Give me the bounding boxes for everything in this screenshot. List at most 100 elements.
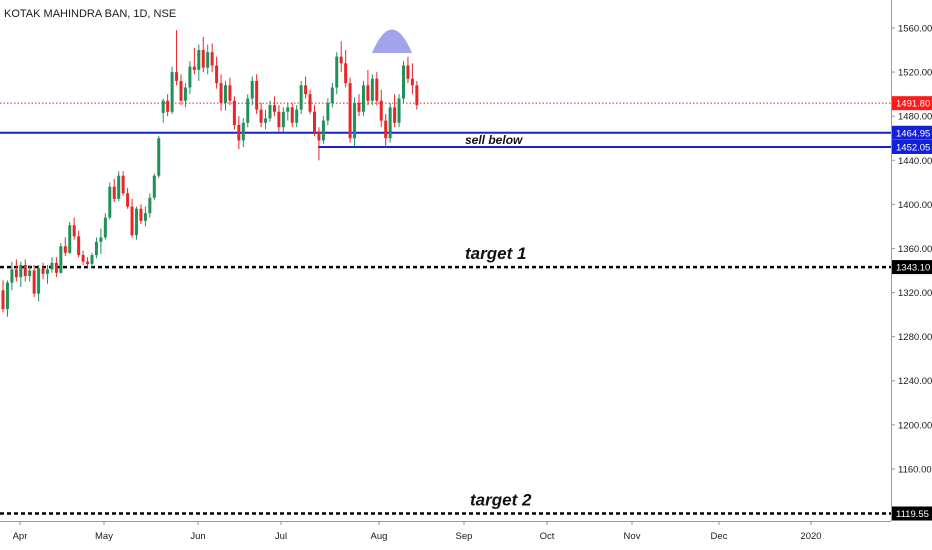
candle[interactable]	[308, 89, 312, 114]
candle[interactable]	[321, 116, 325, 144]
candle[interactable]	[14, 259, 18, 282]
candle[interactable]	[41, 262, 45, 280]
candle[interactable]	[339, 41, 343, 73]
candle[interactable]	[72, 217, 76, 240]
candle[interactable]	[99, 228, 103, 254]
candle[interactable]	[5, 280, 9, 317]
candle-body	[393, 107, 397, 123]
candle[interactable]	[108, 182, 112, 220]
candle[interactable]	[335, 52, 339, 95]
candle[interactable]	[94, 237, 98, 259]
candle[interactable]	[201, 36, 205, 73]
candle[interactable]	[299, 80, 303, 114]
candle[interactable]	[175, 30, 179, 86]
candle[interactable]	[348, 77, 352, 143]
candle[interactable]	[215, 56, 219, 89]
candle[interactable]	[59, 242, 63, 274]
candle[interactable]	[68, 222, 72, 254]
candle[interactable]	[112, 179, 116, 203]
candle[interactable]	[397, 94, 401, 128]
candle[interactable]	[139, 204, 143, 225]
candle[interactable]	[388, 102, 392, 143]
candle[interactable]	[161, 98, 165, 123]
candle[interactable]	[117, 171, 121, 202]
candle[interactable]	[259, 102, 263, 128]
candle[interactable]	[237, 116, 241, 150]
candle[interactable]	[295, 105, 299, 128]
candle[interactable]	[188, 61, 192, 95]
candle[interactable]	[375, 72, 379, 106]
candle[interactable]	[370, 74, 374, 106]
candle[interactable]	[384, 113, 388, 148]
candle[interactable]	[206, 44, 210, 75]
candle[interactable]	[313, 105, 316, 137]
candle[interactable]	[23, 259, 27, 282]
candle[interactable]	[10, 261, 14, 291]
candle[interactable]	[255, 74, 259, 114]
time-axis[interactable]: Apr May Jun Jul Aug Sep Oct Nov Dec 2020	[0, 521, 891, 550]
candle[interactable]	[32, 264, 36, 297]
candle[interactable]	[317, 127, 321, 161]
time-tick-label: Apr	[13, 531, 28, 542]
price-axis[interactable]: 1560.00 1520.00 1480.00 1440.00 1400.00 1360.…	[891, 0, 932, 550]
candle[interactable]	[210, 43, 214, 73]
candle[interactable]	[353, 97, 357, 148]
candle[interactable]	[28, 264, 32, 282]
candle[interactable]	[86, 257, 90, 268]
candle[interactable]	[361, 80, 365, 117]
candle[interactable]	[246, 94, 250, 128]
candle[interactable]	[264, 109, 268, 130]
time-tick-label: Jul	[275, 531, 287, 542]
candle[interactable]	[37, 264, 41, 302]
candle[interactable]	[152, 173, 156, 200]
candle[interactable]	[304, 76, 308, 99]
candle[interactable]	[232, 96, 236, 130]
candle[interactable]	[286, 102, 290, 121]
candle[interactable]	[135, 206, 138, 240]
candle[interactable]	[90, 252, 94, 269]
candle[interactable]	[281, 107, 285, 132]
candle[interactable]	[19, 261, 23, 288]
candle[interactable]	[54, 257, 58, 278]
candle[interactable]	[143, 206, 147, 227]
candle[interactable]	[326, 98, 330, 125]
candle[interactable]	[170, 66, 174, 114]
candle[interactable]	[224, 80, 227, 111]
candle[interactable]	[406, 56, 410, 84]
candle[interactable]	[77, 230, 81, 258]
candle[interactable]	[81, 250, 85, 265]
candle[interactable]	[121, 171, 125, 196]
candle[interactable]	[241, 118, 245, 148]
candle[interactable]	[126, 187, 130, 209]
candle[interactable]	[228, 77, 232, 106]
candle[interactable]	[277, 105, 281, 132]
candle[interactable]	[148, 193, 152, 218]
candle[interactable]	[330, 83, 334, 108]
candle[interactable]	[46, 264, 49, 284]
candle[interactable]	[179, 74, 183, 106]
candle[interactable]	[192, 47, 196, 75]
candle[interactable]	[219, 74, 223, 111]
candle[interactable]	[393, 94, 397, 128]
candle[interactable]	[103, 213, 107, 240]
candle[interactable]	[1, 280, 5, 313]
candle[interactable]	[344, 50, 348, 88]
candle[interactable]	[410, 63, 414, 95]
candle[interactable]	[63, 237, 67, 257]
candle[interactable]	[197, 44, 201, 81]
candle[interactable]	[379, 89, 383, 128]
candle[interactable]	[402, 61, 405, 103]
candle[interactable]	[272, 96, 276, 117]
candle[interactable]	[268, 100, 272, 122]
candle[interactable]	[366, 69, 370, 106]
candle[interactable]	[157, 136, 161, 178]
candle[interactable]	[357, 94, 361, 117]
candle[interactable]	[50, 257, 54, 273]
candle[interactable]	[130, 198, 134, 238]
candle[interactable]	[183, 83, 187, 108]
candle[interactable]	[166, 94, 170, 117]
candle[interactable]	[290, 102, 294, 128]
candle[interactable]	[250, 76, 254, 106]
candle[interactable]	[415, 80, 419, 110]
